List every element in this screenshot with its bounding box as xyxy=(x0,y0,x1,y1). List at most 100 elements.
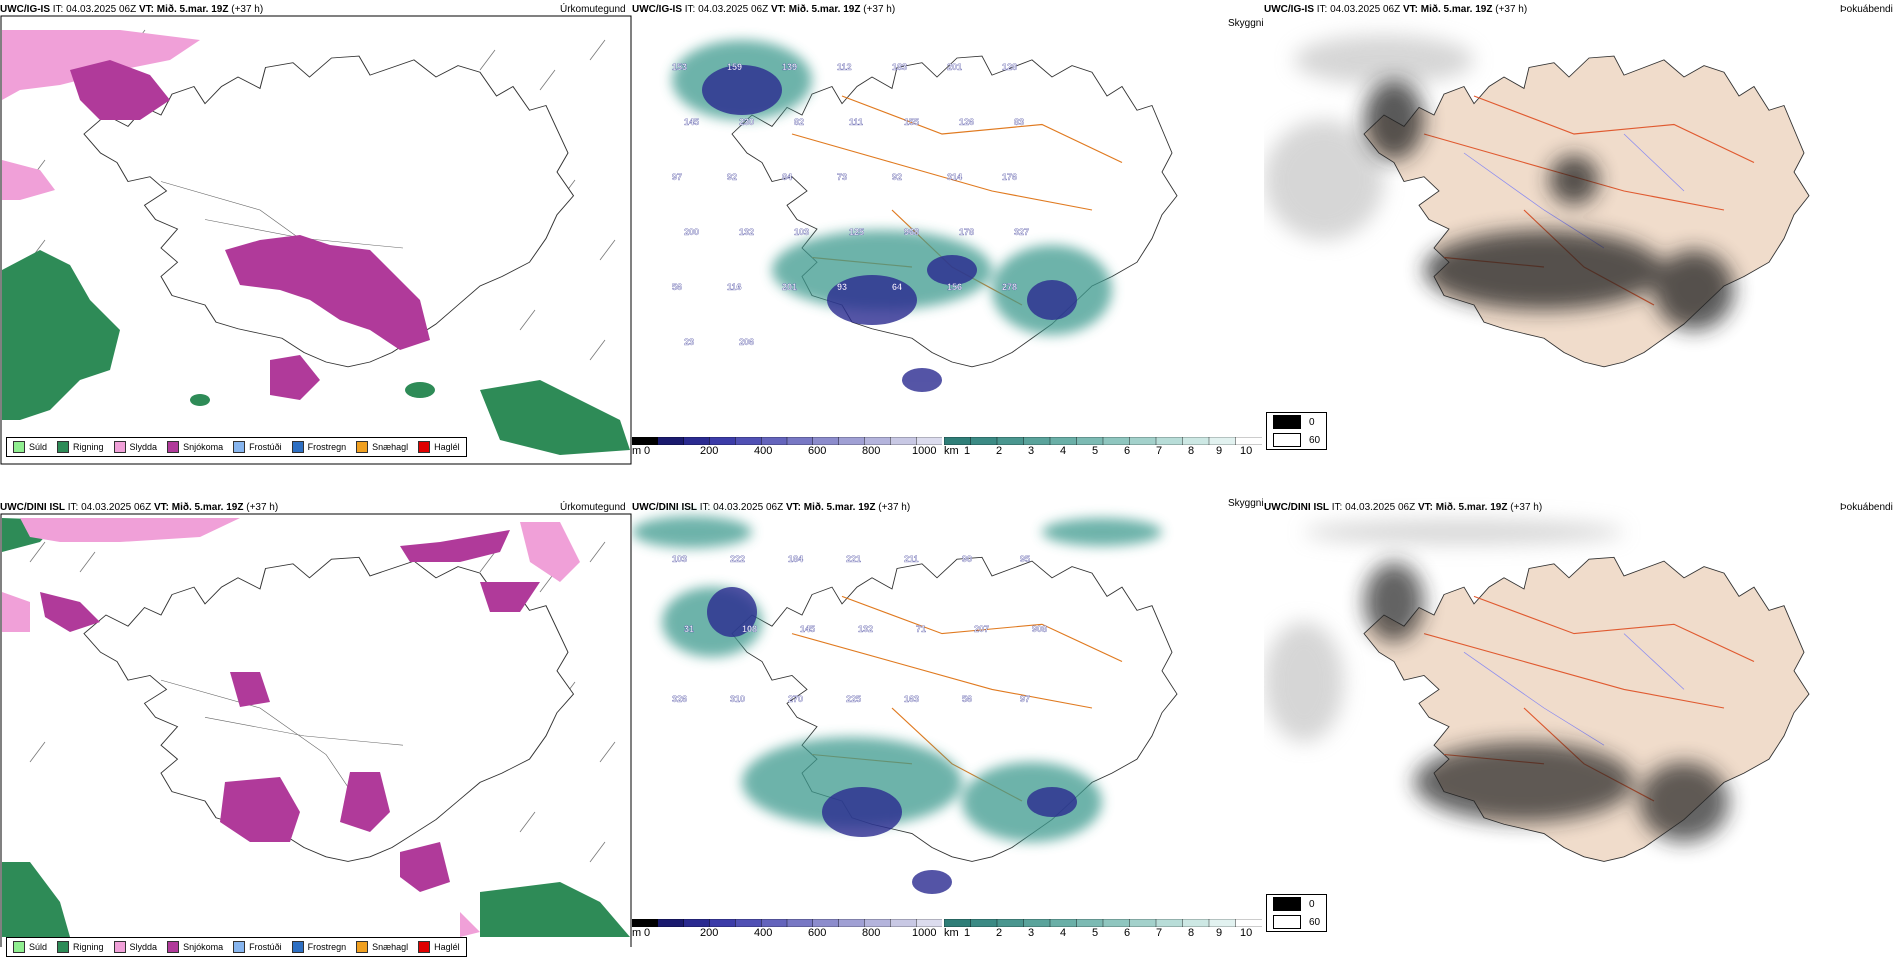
colorbar-swatch xyxy=(1208,919,1237,927)
visibility-colorbar: km 1 2 3 4 5 6 7 8 9 10 xyxy=(944,437,1262,461)
ceiling-label: 92 xyxy=(727,172,737,182)
ceiling-label: 326 xyxy=(672,694,687,704)
visibility-map: 103 222 184 221 211 90 95 31 108 145 132 71 207 908 32… xyxy=(632,516,1178,894)
ceiling-label: 83 xyxy=(1014,117,1024,127)
cloud-map xyxy=(1264,520,1810,862)
ceiling-label: 201 xyxy=(782,282,797,292)
legend-item: Súld xyxy=(13,441,47,453)
ceiling-label: 71 xyxy=(916,624,926,634)
colorbar-swatch xyxy=(864,919,891,927)
colorbar-swatch xyxy=(838,437,866,445)
colorbar-swatch xyxy=(1049,919,1078,927)
precip-type-legend: Súld Rigning Slydda Snjókoma Frostúði Fr… xyxy=(6,437,467,457)
precip-type-legend: Súld Rigning Slydda Snjókoma Frostúði Fr… xyxy=(6,937,467,957)
ceiling-label: 183 xyxy=(892,62,907,72)
visibility-panel-row2: UWC/DINI ISL IT: 04.03.2025 06Z VT: Mið.… xyxy=(632,482,1264,947)
colorbar-swatch xyxy=(683,437,711,445)
colorbar-swatch xyxy=(709,437,736,445)
panel-title: Úrkomutegund xyxy=(560,502,626,513)
panel-header: UWC/DINI ISL IT: 04.03.2025 06Z VT: Mið.… xyxy=(632,502,911,513)
colorbar-swatch xyxy=(812,919,840,927)
visibility-colorbar: km 1 2 3 4 5 6 7 8 9 10 xyxy=(944,919,1262,943)
panel-header: UWC/DINI ISL IT: 04.03.2025 06Z VT: Mið.… xyxy=(1264,502,1543,513)
colorbar-swatch xyxy=(864,437,891,445)
ceiling-label: 221 xyxy=(846,554,861,564)
colorbar-swatch xyxy=(1049,437,1078,445)
ceiling-label: 327 xyxy=(1014,227,1029,237)
colorbar-swatch xyxy=(709,919,736,927)
ceiling-label: 23 xyxy=(684,337,694,347)
colorbar-swatch xyxy=(632,437,659,445)
colorbar-swatch xyxy=(657,437,685,445)
panel-title: Skyggni xyxy=(1228,498,1264,509)
ceiling-labels: 153 159 139 112 183 201 128 145 230 82 111 155 126 83… xyxy=(672,62,1029,347)
ceiling-label: 155 xyxy=(904,117,919,127)
ceiling-label: 128 xyxy=(1002,62,1017,72)
colorbar-swatch xyxy=(916,437,942,445)
colorbar-swatch xyxy=(1129,919,1157,927)
legend-item: Snæhagl xyxy=(356,441,408,453)
precip-type-panel-row2: UWC/DINI ISL IT: 04.03.2025 06Z VT: Mið.… xyxy=(0,482,632,957)
ceiling-labels: 103 222 184 221 211 90 95 31 108 145 132 71 207 908 32… xyxy=(672,554,1047,704)
colorbar-swatch xyxy=(1235,919,1262,927)
colorbar-swatch xyxy=(1235,437,1262,445)
ceiling-label: 310 xyxy=(730,694,745,704)
ceiling-label: 314 xyxy=(947,172,962,182)
panel-title: Úrkomutegund xyxy=(560,4,626,15)
ceiling-label: 108 xyxy=(742,624,757,634)
ceiling-label: 222 xyxy=(730,554,745,564)
ceiling-label: 178 xyxy=(959,227,974,237)
ceiling-label: 176 xyxy=(1002,172,1017,182)
ceiling-label: 145 xyxy=(800,624,815,634)
colorbar-swatch xyxy=(1023,437,1051,445)
colorbar-swatch xyxy=(1182,437,1210,445)
colorbar-swatch xyxy=(970,919,998,927)
ceiling-label: 206 xyxy=(739,337,754,347)
ceiling-label: 112 xyxy=(837,62,852,72)
legend-item: Haglél xyxy=(418,441,460,453)
colorbar-swatch xyxy=(760,919,788,927)
colorbar-swatch xyxy=(1076,919,1104,927)
snow-areas xyxy=(70,60,430,400)
ceiling-label: 116 xyxy=(727,282,742,292)
legend-item: Rigning xyxy=(57,441,104,453)
ceiling-label: 82 xyxy=(794,117,804,127)
panel-title: Þokuábendi xyxy=(1840,4,1893,15)
colorbar-swatch xyxy=(1155,437,1184,445)
legend-item: Frostregn xyxy=(291,441,346,453)
cloud-legend: 0 60 xyxy=(1266,412,1328,450)
ceiling-colorbar: m 0 200 400 600 800 1000 xyxy=(632,919,942,943)
ceiling-label: 103 xyxy=(672,554,687,564)
ceiling-label: 908 xyxy=(1032,624,1047,634)
colorbar-swatch xyxy=(683,919,711,927)
colorbar-swatch xyxy=(786,919,814,927)
ceiling-label: 31 xyxy=(684,624,694,634)
cloud-legend: 0 60 xyxy=(1266,894,1328,932)
ceiling-colorbar: m 0 200 400 600 800 1000 xyxy=(632,437,942,461)
fog-indicator-areas xyxy=(1364,80,1734,330)
ceiling-label: 968 xyxy=(904,227,919,237)
colorbar-swatch xyxy=(632,919,659,927)
panel-title: Þokuábendi xyxy=(1840,502,1893,513)
colorbar-swatch xyxy=(890,919,917,927)
colorbar-swatch xyxy=(890,437,917,445)
ceiling-label: 64 xyxy=(892,282,902,292)
colorbar-swatch xyxy=(970,437,998,445)
ceiling-label: 159 xyxy=(727,62,742,72)
colorbar-swatch xyxy=(944,919,972,927)
ceiling-label: 200 xyxy=(684,227,699,237)
ceiling-label: 207 xyxy=(974,624,989,634)
precip-map xyxy=(0,513,632,947)
ceiling-label: 95 xyxy=(1020,554,1030,564)
colorbar-swatch xyxy=(944,437,972,445)
ceiling-label: 126 xyxy=(959,117,974,127)
panel-title: Skyggni xyxy=(1228,18,1264,29)
panel-header: UWC/IG-IS IT: 04.03.2025 06Z VT: Mið. 5.… xyxy=(0,4,264,15)
ceiling-label: 90 xyxy=(962,554,972,564)
colorbar-swatch xyxy=(996,437,1025,445)
colorbar-swatch xyxy=(996,919,1025,927)
panel-header: UWC/IG-IS IT: 04.03.2025 06Z VT: Mið. 5.… xyxy=(1264,4,1528,15)
ceiling-label: 184 xyxy=(788,554,803,564)
ceiling-label: 132 xyxy=(739,227,754,237)
cloud-panel-row1: UWC/IG-IS IT: 04.03.2025 06Z VT: Mið. 5.… xyxy=(1264,0,1900,465)
